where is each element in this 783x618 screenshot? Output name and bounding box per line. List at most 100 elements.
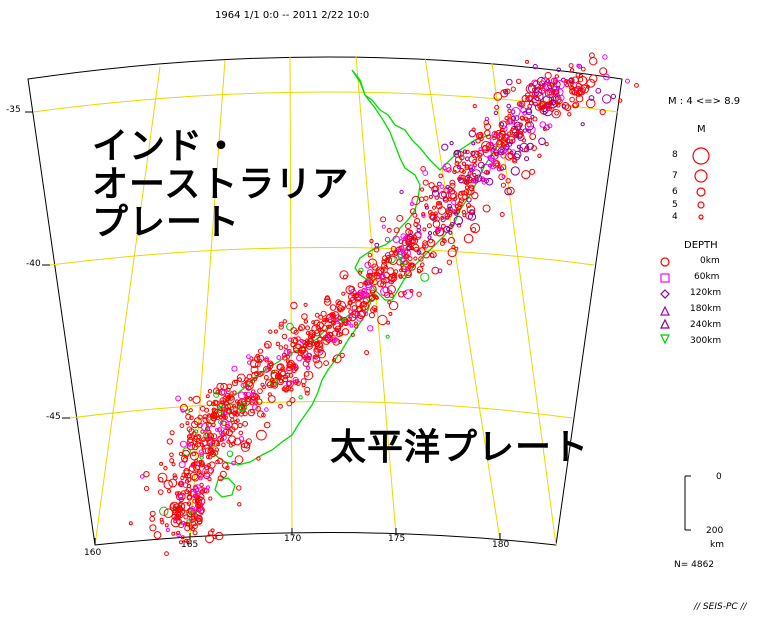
earthquake-marker	[306, 340, 313, 348]
earthquake-marker	[282, 376, 289, 383]
earthquake-marker	[383, 265, 388, 270]
earthquake-marker	[392, 235, 400, 244]
earthquake-marker	[501, 139, 508, 147]
earthquake-marker	[470, 223, 481, 234]
earthquake-marker	[220, 431, 226, 437]
earthquake-marker	[411, 195, 421, 205]
earthquake-marker	[286, 359, 291, 364]
earthquake-marker	[225, 429, 233, 437]
earthquake-marker	[602, 54, 608, 60]
earthquake-marker	[153, 531, 162, 539]
earthquake-marker	[453, 215, 463, 226]
earthquake-marker	[449, 179, 456, 186]
earthquake-marker	[470, 150, 476, 156]
earthquake-marker	[568, 77, 575, 84]
earthquake-marker	[196, 434, 202, 440]
earthquake-marker	[250, 359, 259, 369]
earthquake-marker	[506, 186, 515, 195]
earthquake-marker	[333, 337, 339, 342]
earthquake-marker	[580, 84, 589, 94]
earthquake-marker	[497, 147, 506, 156]
earthquake-marker	[478, 147, 483, 152]
earthquake-marker	[384, 236, 391, 243]
earthquake-marker	[265, 379, 273, 387]
earthquake-marker	[230, 441, 236, 447]
earthquake-marker	[412, 212, 418, 218]
earthquake-marker	[527, 103, 533, 109]
earthquake-marker	[511, 138, 516, 144]
earthquake-marker	[400, 233, 407, 240]
earthquake-marker	[486, 134, 491, 140]
earthquake-marker	[446, 190, 452, 195]
earthquake-marker	[192, 434, 201, 443]
earthquake-marker	[341, 328, 350, 336]
earthquake-marker	[294, 365, 299, 370]
earthquake-marker	[250, 392, 257, 398]
earthquake-marker	[407, 265, 412, 270]
earthquake-marker	[202, 414, 208, 420]
earthquake-marker	[413, 221, 419, 228]
earthquake-marker	[602, 94, 612, 104]
axis-ticks	[25, 111, 501, 545]
earthquake-marker	[231, 460, 236, 466]
earthquake-marker	[219, 397, 226, 404]
earthquake-marker	[225, 396, 231, 402]
lat-label-45: -45	[46, 412, 61, 422]
earthquake-marker	[212, 387, 220, 395]
earthquake-marker	[507, 148, 512, 154]
mag-label-8: 8	[672, 150, 678, 160]
earthquake-marker	[507, 152, 514, 160]
earthquake-marker	[487, 155, 492, 160]
earthquake-marker	[533, 87, 543, 97]
earthquake-marker	[453, 196, 458, 201]
earthquake-marker	[511, 107, 521, 117]
earthquake-marker	[225, 394, 235, 404]
earthquake-marker	[401, 239, 408, 246]
earthquake-marker	[256, 398, 263, 405]
earthquake-marker	[178, 522, 185, 529]
earthquake-marker	[469, 167, 474, 172]
earthquake-marker	[171, 462, 176, 467]
earthquake-marker	[524, 97, 530, 103]
earthquake-marker	[549, 106, 555, 112]
earthquake-marker	[349, 323, 354, 328]
earthquake-marker	[332, 354, 342, 364]
earthquake-marker	[454, 150, 460, 156]
earthquake-marker	[360, 306, 366, 312]
earthquake-marker	[341, 291, 346, 296]
earthquake-marker	[226, 450, 234, 458]
earthquake-marker	[218, 419, 224, 425]
earthquake-marker	[293, 329, 299, 335]
earthquake-marker	[328, 332, 334, 337]
earthquake-marker	[448, 230, 453, 235]
earthquake-marker	[547, 123, 553, 129]
earthquake-marker	[413, 256, 418, 261]
earthquake-marker	[478, 157, 483, 162]
earthquake-marker	[426, 238, 436, 248]
earthquake-marker	[179, 440, 187, 448]
earthquake-marker	[196, 515, 203, 522]
earthquake-marker	[599, 108, 606, 116]
earthquake-marker	[533, 101, 538, 107]
earthquake-marker	[542, 126, 547, 131]
earthquake-marker	[493, 110, 499, 116]
earthquake-marker	[289, 397, 296, 404]
earthquake-marker	[357, 282, 364, 288]
earthquake-marker	[575, 94, 584, 103]
earthquake-marker	[184, 538, 189, 543]
earthquake-marker	[461, 169, 466, 174]
earthquake-marker	[211, 433, 218, 440]
earthquake-marker	[575, 89, 583, 97]
earthquake-marker	[228, 435, 237, 444]
earthquake-marker	[206, 454, 211, 460]
earthquake-marker	[561, 104, 567, 109]
earthquake-marker	[500, 142, 506, 148]
earthquake-marker	[182, 449, 190, 458]
earthquake-marker	[201, 439, 208, 447]
earthquake-marker	[556, 85, 561, 91]
earthquake-marker	[510, 166, 520, 176]
earthquake-marker	[538, 105, 544, 111]
earthquake-marker	[558, 94, 565, 101]
earthquake-marker	[231, 365, 238, 372]
earthquake-marker	[183, 474, 189, 479]
